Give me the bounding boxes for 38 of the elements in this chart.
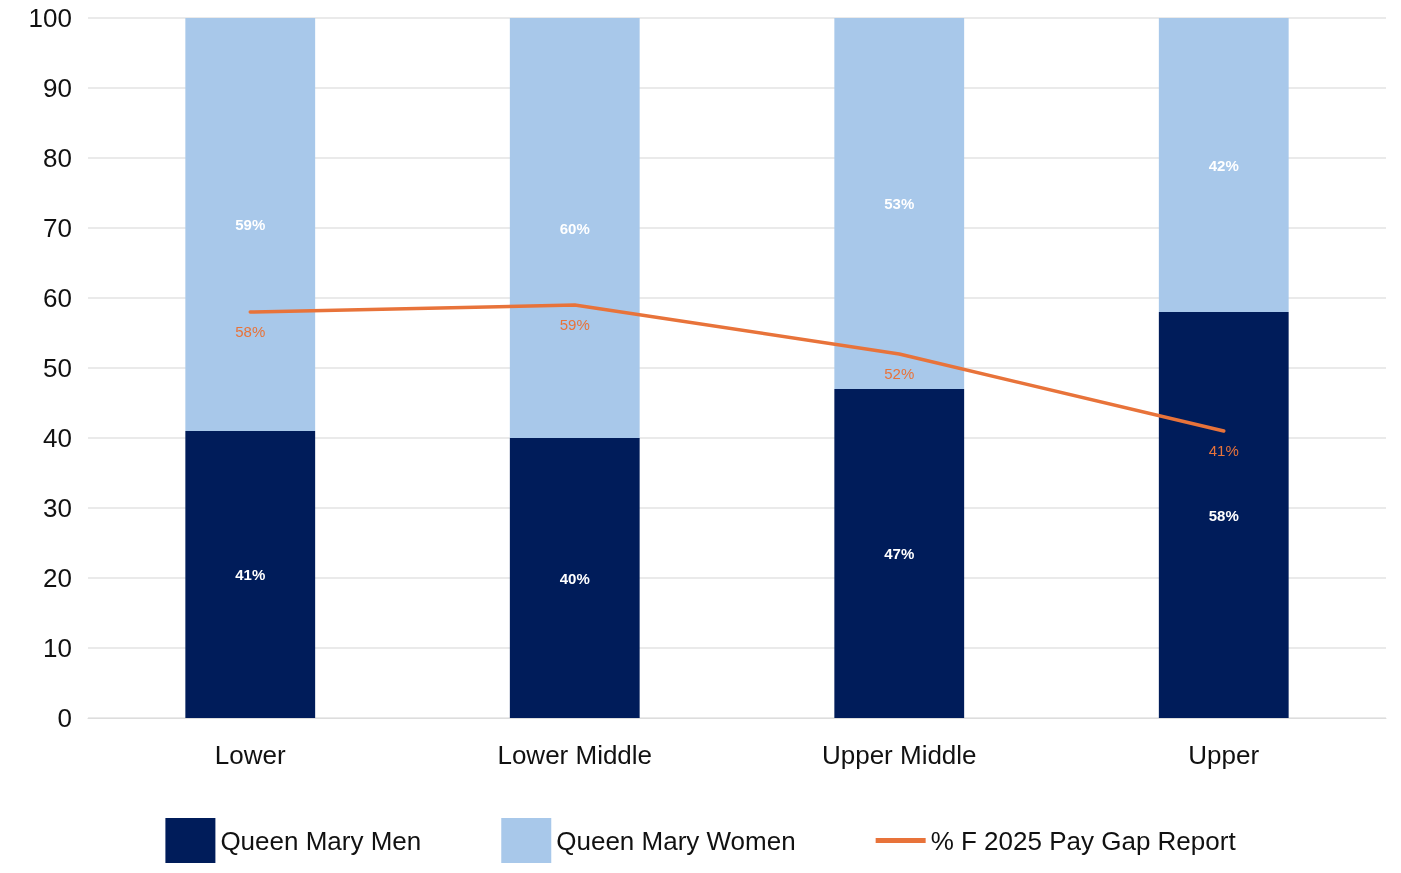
y-tick-label: 100 (28, 3, 72, 33)
y-tick-label: 70 (43, 213, 72, 243)
data-label: 59% (559, 316, 590, 333)
bar (509, 438, 640, 718)
x-tick-label: Upper (1188, 740, 1260, 770)
x-tick-label: Upper Middle (821, 740, 977, 770)
data-label: 41% (235, 566, 266, 583)
y-tick-label: 0 (57, 703, 72, 733)
y-tick-label: 10 (43, 633, 72, 663)
bar (1158, 312, 1289, 718)
data-label: 59% (235, 216, 266, 233)
data-label: 60% (559, 219, 590, 237)
y-tick-label: 90 (43, 73, 72, 103)
bar (834, 18, 965, 389)
data-label: 58% (1208, 506, 1239, 524)
y-tick-label: 60 (43, 283, 72, 313)
data-label: 53% (884, 195, 915, 212)
bar (834, 389, 965, 718)
data-label: 58% (235, 323, 266, 340)
data-label: 52% (884, 365, 915, 382)
x-tick-label: Lower (214, 740, 286, 770)
data-label: 40% (559, 569, 590, 587)
y-tick-label: 40 (43, 423, 72, 453)
x-tick-label: Lower Middle (497, 740, 653, 770)
data-label: 41% (1208, 442, 1239, 459)
bar (1158, 18, 1289, 312)
bar (185, 18, 316, 431)
legend-label: Queen Mary Women (556, 825, 796, 856)
bar (509, 18, 640, 438)
bar (185, 431, 316, 718)
data-label: 42% (1208, 156, 1239, 174)
legend-label: Queen Mary Men (220, 825, 422, 856)
y-tick-label: 30 (43, 493, 72, 523)
y-tick-label: 50 (43, 353, 72, 383)
legend-label: % F 2025 Pay Gap Report (930, 825, 1237, 856)
y-tick-label: 80 (43, 143, 72, 173)
y-tick-label: 20 (43, 563, 72, 593)
data-label: 47% (884, 545, 915, 562)
